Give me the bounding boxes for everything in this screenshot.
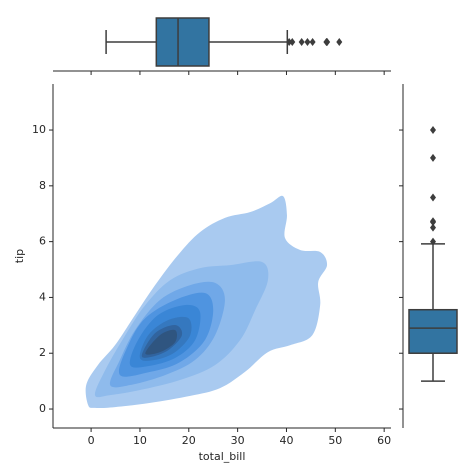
box	[155, 17, 210, 67]
x-tick-label: 50	[328, 434, 342, 447]
x-tick-label: 30	[231, 434, 245, 447]
y-tick-label: 8	[39, 179, 46, 192]
x-tick-label: 10	[133, 434, 147, 447]
x-tick-label: 20	[182, 434, 196, 447]
box	[408, 308, 458, 354]
outlier	[336, 38, 343, 46]
y-tick-label: 0	[39, 402, 46, 415]
outlier	[289, 38, 296, 46]
outlier	[430, 193, 436, 202]
x-tick-label: 60	[377, 434, 391, 447]
outlier	[304, 38, 311, 46]
kde-contour	[145, 329, 178, 355]
y-tick-label: 6	[39, 235, 46, 248]
x-tick-label: 0	[88, 434, 95, 447]
x-axis-label: total_bill	[199, 450, 246, 463]
x-tick-label: 40	[279, 434, 293, 447]
outlier	[309, 38, 316, 46]
outlier	[286, 38, 293, 46]
outlier	[430, 237, 436, 246]
y-tick-label: 10	[32, 123, 46, 136]
outlier	[430, 217, 436, 226]
y-tick-label: 2	[39, 346, 46, 359]
outlier	[298, 38, 305, 46]
outlier	[430, 126, 436, 135]
outlier	[430, 153, 436, 162]
outlier	[324, 38, 331, 46]
y-tick-label: 4	[39, 290, 46, 303]
y-axis-label: tip	[13, 249, 26, 263]
outlier	[430, 223, 436, 232]
